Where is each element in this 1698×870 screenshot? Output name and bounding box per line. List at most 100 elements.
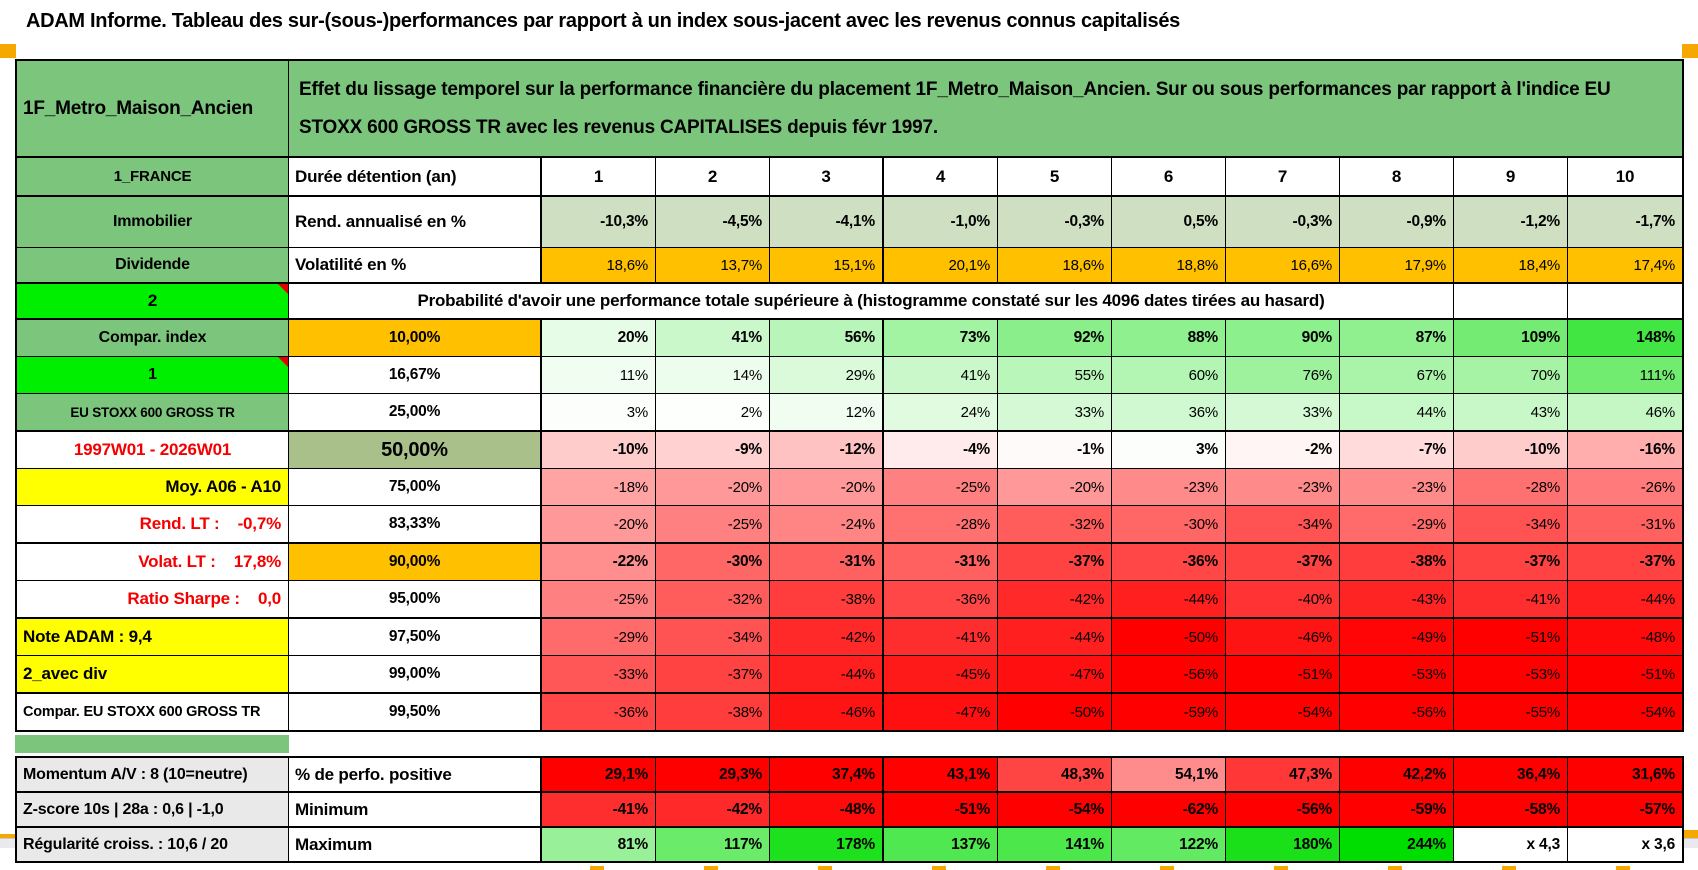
stat-label-b[interactable]: % de perfo. positive — [289, 758, 542, 791]
cell-prob-99,00%-2[interactable]: -37% — [656, 656, 770, 692]
duration-label-cell[interactable]: Durée détention (an) — [289, 158, 542, 195]
cell--de-perfo-positive-2[interactable]: 29,3% — [656, 758, 770, 791]
cell-rendement-4[interactable]: -1,0% — [884, 197, 998, 247]
cell-prob-95,00%-2[interactable]: -32% — [656, 581, 770, 617]
cell-prob-50,00%-9[interactable]: -10% — [1454, 432, 1568, 468]
cell-prob-25,00%-5[interactable]: 33% — [998, 394, 1112, 430]
empty-cell[interactable] — [1454, 284, 1568, 318]
cell-prob-97,50%-8[interactable]: -49% — [1340, 619, 1454, 655]
cell-volatilite-9[interactable]: 18,4% — [1454, 248, 1568, 282]
cell-prob-95,00%-5[interactable]: -42% — [998, 581, 1112, 617]
cell-prob-83,33%-8[interactable]: -29% — [1340, 506, 1454, 542]
cell-prob-99,50%-1[interactable]: -36% — [542, 694, 656, 730]
row-label-b[interactable]: Volatilité en % — [289, 248, 542, 282]
col-header-7[interactable]: 7 — [1226, 158, 1340, 195]
cell-prob-99,50%-7[interactable]: -54% — [1226, 694, 1340, 730]
row-label-a[interactable]: 2_avec div — [17, 656, 289, 692]
cell-prob-97,50%-6[interactable]: -50% — [1112, 619, 1226, 655]
cell-rendement-2[interactable]: -4,5% — [656, 197, 770, 247]
cell-volatilite-4[interactable]: 20,1% — [884, 248, 998, 282]
zone-label-cell[interactable]: 1_FRANCE — [17, 158, 289, 195]
cell-rendement-7[interactable]: -0,3% — [1226, 197, 1340, 247]
cell-prob-10,00%-6[interactable]: 88% — [1112, 320, 1226, 356]
row-label-a[interactable]: Compar. EU STOXX 600 GROSS TR — [17, 694, 289, 730]
cell-minimum-8[interactable]: -59% — [1340, 793, 1454, 826]
cell-minimum-3[interactable]: -48% — [770, 793, 884, 826]
cell--de-perfo-positive-7[interactable]: 47,3% — [1226, 758, 1340, 791]
cell-prob-16,67%-9[interactable]: 70% — [1454, 357, 1568, 393]
row-label-b[interactable]: Rend. annualisé en % — [289, 197, 542, 247]
cell-minimum-4[interactable]: -51% — [884, 793, 998, 826]
stat-label-a[interactable]: Momentum A/V : 8 (10=neutre) — [17, 758, 289, 791]
cell-maximum-8[interactable]: 244% — [1340, 828, 1454, 861]
cell-volatilite-2[interactable]: 13,7% — [656, 248, 770, 282]
cell-prob-10,00%-5[interactable]: 92% — [998, 320, 1112, 356]
cell-prob-99,50%-2[interactable]: -38% — [656, 694, 770, 730]
cell-prob-99,00%-9[interactable]: -53% — [1454, 656, 1568, 692]
cell-prob-50,00%-6[interactable]: 3% — [1112, 432, 1226, 468]
cell-prob-99,00%-10[interactable]: -51% — [1568, 656, 1682, 692]
cell-prob-25,00%-4[interactable]: 24% — [884, 394, 998, 430]
cell-prob-75,00%-8[interactable]: -23% — [1340, 469, 1454, 505]
cell-prob-75,00%-9[interactable]: -28% — [1454, 469, 1568, 505]
cell-prob-16,67%-1[interactable]: 11% — [542, 357, 656, 393]
cell--de-perfo-positive-1[interactable]: 29,1% — [542, 758, 656, 791]
cell-prob-90,00%-10[interactable]: -37% — [1568, 544, 1682, 580]
cell-prob-97,50%-10[interactable]: -48% — [1568, 619, 1682, 655]
cell-prob-99,50%-3[interactable]: -46% — [770, 694, 884, 730]
description-cell[interactable]: Effet du lissage temporel sur la perform… — [289, 61, 1682, 156]
cell-prob-99,00%-8[interactable]: -53% — [1340, 656, 1454, 692]
cell-rendement-8[interactable]: -0,9% — [1340, 197, 1454, 247]
cell--de-perfo-positive-10[interactable]: 31,6% — [1568, 758, 1682, 791]
cell-prob-99,50%-9[interactable]: -55% — [1454, 694, 1568, 730]
cell-prob-90,00%-2[interactable]: -30% — [656, 544, 770, 580]
row-label-b[interactable]: 10,00% — [289, 320, 542, 356]
col-header-1[interactable]: 1 — [542, 158, 656, 195]
cell-prob-25,00%-2[interactable]: 2% — [656, 394, 770, 430]
cell-prob-95,00%-8[interactable]: -43% — [1340, 581, 1454, 617]
cell-prob-75,00%-3[interactable]: -20% — [770, 469, 884, 505]
row-label-a[interactable]: 1 — [17, 357, 289, 393]
cell-rendement-5[interactable]: -0,3% — [998, 197, 1112, 247]
empty-cell[interactable] — [1568, 284, 1682, 318]
row-label-a[interactable]: Rend. LT : -0,7% — [17, 506, 289, 542]
col-header-10[interactable]: 10 — [1615, 166, 1635, 186]
stat-label-a[interactable]: Z-score 10s | 28a : 0,6 | -1,0 — [17, 793, 289, 826]
cell--de-perfo-positive-5[interactable]: 48,3% — [998, 758, 1112, 791]
cell-prob-83,33%-9[interactable]: -34% — [1454, 506, 1568, 542]
cell-prob-97,50%-3[interactable]: -42% — [770, 619, 884, 655]
cell-prob-83,33%-1[interactable]: -20% — [542, 506, 656, 542]
cell-prob-75,00%-7[interactable]: -23% — [1226, 469, 1340, 505]
cell-prob-97,50%-1[interactable]: -29% — [542, 619, 656, 655]
cell-prob-25,00%-9[interactable]: 43% — [1454, 394, 1568, 430]
cell-prob-25,00%-1[interactable]: 3% — [542, 394, 656, 430]
cell-prob-97,50%-9[interactable]: -51% — [1454, 619, 1568, 655]
cell-prob-99,00%-7[interactable]: -51% — [1226, 656, 1340, 692]
cell-prob-83,33%-2[interactable]: -25% — [656, 506, 770, 542]
cell-prob-90,00%-7[interactable]: -37% — [1226, 544, 1340, 580]
cell-prob-10,00%-9[interactable]: 109% — [1454, 320, 1568, 356]
col-header-5[interactable]: 5 — [998, 158, 1112, 195]
cell-prob-25,00%-7[interactable]: 33% — [1226, 394, 1340, 430]
cell-rendement-6[interactable]: 0,5% — [1112, 197, 1226, 247]
cell-prob-99,00%-3[interactable]: -44% — [770, 656, 884, 692]
cell-prob-10,00%-4[interactable]: 73% — [884, 320, 998, 356]
col-header-6[interactable]: 6 — [1112, 158, 1226, 195]
cell-prob-50,00%-3[interactable]: -12% — [770, 432, 884, 468]
cell-prob-95,00%-4[interactable]: -36% — [884, 581, 998, 617]
row-label-b[interactable]: 25,00% — [289, 394, 542, 430]
cell-prob-99,00%-6[interactable]: -56% — [1112, 656, 1226, 692]
cell--de-perfo-positive-8[interactable]: 42,2% — [1340, 758, 1454, 791]
row-label-a[interactable]: Compar. index — [17, 320, 289, 356]
row-label-a[interactable]: Note ADAM : 9,4 — [17, 619, 289, 655]
cell-prob-95,00%-7[interactable]: -40% — [1226, 581, 1340, 617]
cell-volatilite-3[interactable]: 15,1% — [770, 248, 884, 282]
cell-prob-90,00%-8[interactable]: -38% — [1340, 544, 1454, 580]
placement-name-cell[interactable]: 1F_Metro_Maison_Ancien — [17, 61, 289, 156]
row-label-a[interactable]: Immobilier — [17, 197, 289, 247]
cell-prob-99,50%-8[interactable]: -56% — [1340, 694, 1454, 730]
col-header-8[interactable]: 8 — [1340, 158, 1454, 195]
row-label-a[interactable]: Volat. LT : 17,8% — [17, 544, 289, 580]
cell-prob-10,00%-2[interactable]: 41% — [656, 320, 770, 356]
cell-prob-16,67%-5[interactable]: 55% — [998, 357, 1112, 393]
